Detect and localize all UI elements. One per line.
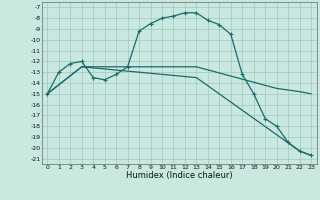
X-axis label: Humidex (Indice chaleur): Humidex (Indice chaleur) — [126, 171, 233, 180]
